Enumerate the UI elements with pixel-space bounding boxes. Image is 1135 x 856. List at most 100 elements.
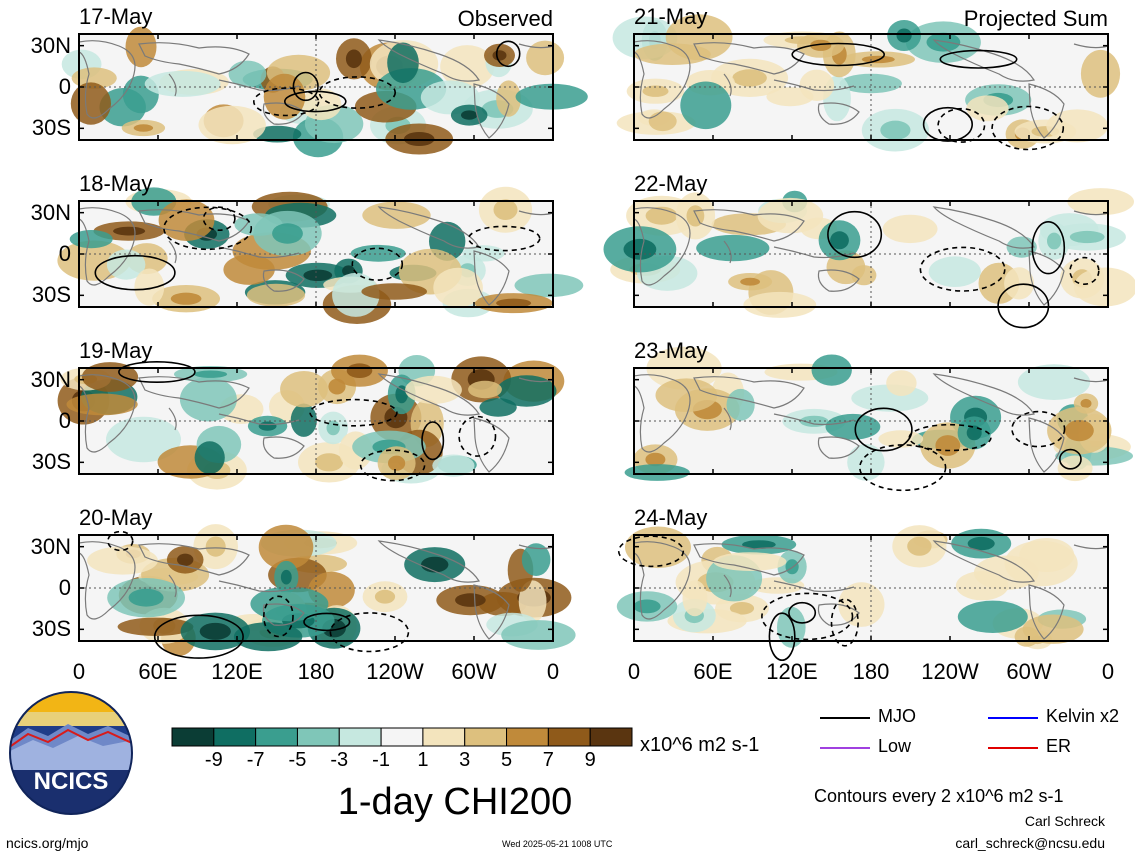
coastline: [218, 246, 300, 259]
coastline: [377, 39, 480, 82]
lon-tick-label: 60E: [693, 659, 733, 684]
coastline: [1028, 417, 1065, 473]
anomaly-blob: [69, 230, 113, 249]
anomaly-blob: [1046, 109, 1109, 143]
colorbar-tick-label: 9: [584, 749, 596, 771]
coastline: [138, 543, 250, 576]
anomaly-core: [896, 28, 912, 43]
anomaly-blob: [70, 82, 111, 125]
colorbar-tick-label: -1: [372, 749, 390, 771]
anomaly-core: [128, 588, 164, 607]
anomaly-blob: [624, 464, 690, 481]
column-label: Observed: [457, 6, 553, 31]
anomaly-blob: [250, 586, 329, 622]
mjo-contour: [107, 530, 134, 552]
tick-marks: [633, 368, 1109, 474]
lon-tick-label: 180: [852, 659, 890, 684]
mjo-contour: [284, 90, 347, 113]
legend-label: Kelvin x2: [1046, 706, 1120, 726]
tick-marks: [78, 201, 554, 307]
logo-text: NCICS: [34, 768, 109, 795]
colorbar-segment: [255, 727, 298, 747]
anomaly-core: [421, 556, 449, 573]
anomaly-blob: [496, 80, 521, 117]
colorbar-segment: [464, 727, 508, 747]
mjo-contour: [467, 225, 541, 252]
legend-label: Low: [878, 736, 912, 756]
anomaly-blob: [432, 454, 475, 477]
anomaly-blob: [696, 234, 770, 262]
mjo-contour: [854, 407, 913, 452]
anomaly-core: [170, 292, 202, 305]
colorbar-tick-label: 5: [500, 749, 513, 771]
anomaly-core: [926, 32, 961, 52]
anomaly-blob: [847, 444, 885, 481]
coastline: [693, 543, 805, 576]
anomaly-blob: [233, 622, 303, 652]
coastline: [473, 250, 510, 306]
anomaly-blob: [957, 600, 1028, 633]
anomaly-blob: [518, 580, 547, 623]
anomaly-blob: [263, 73, 306, 120]
coastline: [78, 374, 136, 453]
anomaly-core: [194, 370, 228, 378]
coastline: [723, 407, 732, 431]
anomaly-blob: [117, 617, 194, 636]
coastline: [262, 269, 305, 292]
coastline: [693, 42, 805, 75]
map-panel: [57, 186, 584, 324]
tick-marks: [633, 535, 1109, 641]
mjo-contour: [830, 598, 859, 647]
coastlines: [633, 206, 1109, 306]
mjo-contour: [1031, 221, 1066, 275]
mjo-contour: [922, 106, 974, 142]
lon-tick-label: 180: [297, 659, 335, 684]
mjo-contour: [495, 40, 521, 68]
mjo-contour: [318, 76, 396, 109]
anomaly-core: [633, 599, 661, 614]
panel-date-label: 17-May: [79, 4, 153, 29]
anomaly-blob: [838, 582, 885, 627]
panel-date-label: 18-May: [79, 171, 153, 196]
anomaly-core: [280, 569, 292, 585]
coastline: [377, 540, 480, 583]
mjo-contour: [761, 592, 854, 641]
anomaly-core: [272, 223, 303, 244]
coastline: [473, 584, 510, 640]
mjo-contour: [252, 87, 320, 117]
anomaly-blob: [350, 244, 406, 262]
site-url[interactable]: ncics.org/mjo: [6, 835, 89, 851]
panel-date-label: 20-May: [79, 505, 153, 530]
coastline: [78, 207, 136, 286]
coastline: [633, 374, 691, 453]
mjo-contour: [309, 398, 398, 427]
panel-date-label: 23-May: [634, 338, 708, 363]
anomaly-blob: [253, 125, 302, 143]
email[interactable]: carl_schreck@ncsu.edu: [955, 835, 1105, 851]
mjo-contours: [94, 206, 541, 291]
mjo-contour: [202, 206, 236, 232]
coastline: [817, 603, 860, 626]
mjo-contour: [991, 105, 1065, 151]
colorbar-segment: [338, 727, 382, 747]
mjo-contour: [937, 107, 986, 143]
coastline: [723, 574, 732, 598]
map-panel: [603, 188, 1135, 329]
colorbar-tick-label: -5: [288, 749, 307, 771]
anomaly-blob: [648, 111, 677, 132]
anomaly-field: [57, 354, 565, 490]
coastline: [138, 376, 250, 409]
anomaly-blob: [87, 546, 158, 575]
anomaly-core: [645, 452, 666, 467]
colorbar: [171, 727, 633, 747]
colorbar-tick-label: -3: [330, 749, 349, 771]
coastline: [78, 40, 136, 119]
legend-swatch: [820, 747, 870, 749]
lat-tick-label: 30S: [31, 282, 71, 308]
anomaly-blob: [766, 87, 814, 107]
colorbar-tick-label: -7: [246, 749, 265, 771]
mjo-contour: [791, 42, 885, 67]
coastline: [218, 79, 300, 92]
coastline: [138, 42, 250, 75]
chart-title: 1-day CHI200: [337, 781, 573, 823]
